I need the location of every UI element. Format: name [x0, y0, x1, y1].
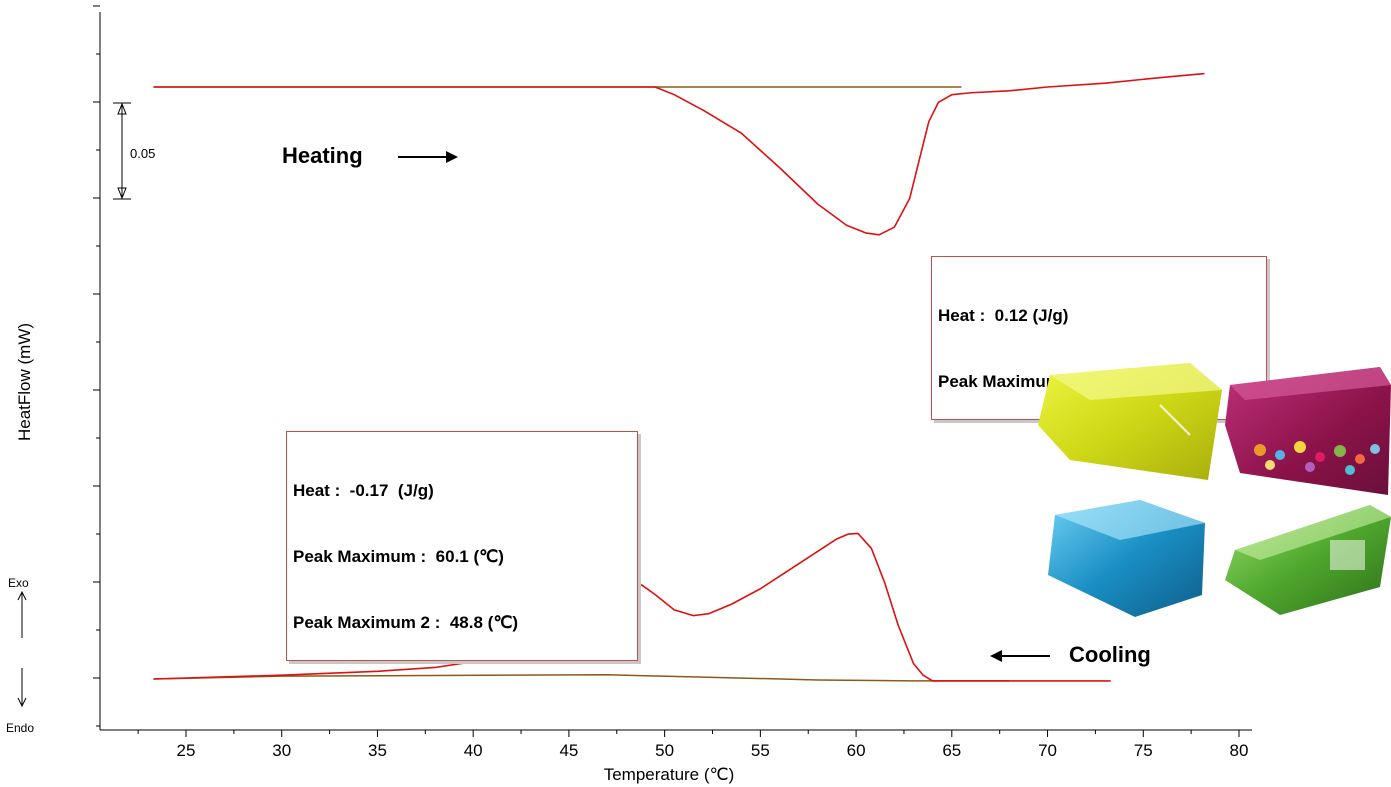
y-axis-title: HeatFlow (mW) — [15, 323, 34, 441]
x-tick-label: 75 — [1134, 741, 1153, 760]
x-tick-label: 60 — [847, 741, 866, 760]
x-tick-label: 40 — [464, 741, 483, 760]
heating-annotation-heat: Heat : 0.12 (J/g) — [938, 305, 1258, 327]
x-tick-label: 35 — [368, 741, 387, 760]
cooling-label: Cooling — [1069, 642, 1151, 667]
y-axis-ticks — [93, 6, 100, 726]
x-tick-label: 45 — [559, 741, 578, 760]
cooling-annotation-peak-2: Peak Maximum 2 : 48.8 (℃) — [293, 612, 629, 634]
x-tick-label: 30 — [272, 741, 291, 760]
right-arrow-icon — [398, 151, 458, 163]
exo-endo-indicator: Exo Endo — [6, 576, 34, 735]
x-tick-label: 50 — [655, 741, 674, 760]
blue-gel-block — [1048, 500, 1205, 617]
left-arrow-icon — [990, 650, 1050, 662]
scale-bar-label: 0.05 — [130, 146, 155, 161]
x-tick-label: 70 — [1038, 741, 1057, 760]
x-tick-label: 65 — [942, 741, 961, 760]
cooling-annotation-heat: Heat : -0.17 (J/g) — [293, 480, 629, 502]
gel-candle-photo — [1030, 355, 1391, 620]
green-gel-block — [1225, 505, 1391, 615]
endo-label: Endo — [6, 721, 34, 735]
x-tick-label: 25 — [177, 741, 196, 760]
heating-label: Heating — [282, 143, 363, 168]
yellow-gel-block — [1038, 363, 1222, 480]
x-tick-label: 80 — [1230, 741, 1249, 760]
x-axis-title: Temperature (℃) — [604, 765, 735, 784]
magenta-gel-block — [1225, 367, 1391, 495]
cooling-annotation-peak: Peak Maximum : 60.1 (℃) — [293, 546, 629, 568]
cooling-annotation-box: Heat : -0.17 (J/g) Peak Maximum : 60.1 (… — [286, 431, 638, 661]
scale-bar: 0.05 — [113, 103, 155, 199]
exo-label: Exo — [8, 576, 29, 590]
x-axis-ticks: 25 30 35 40 45 50 55 60 65 70 75 80 — [138, 730, 1248, 760]
x-tick-label: 55 — [751, 741, 770, 760]
